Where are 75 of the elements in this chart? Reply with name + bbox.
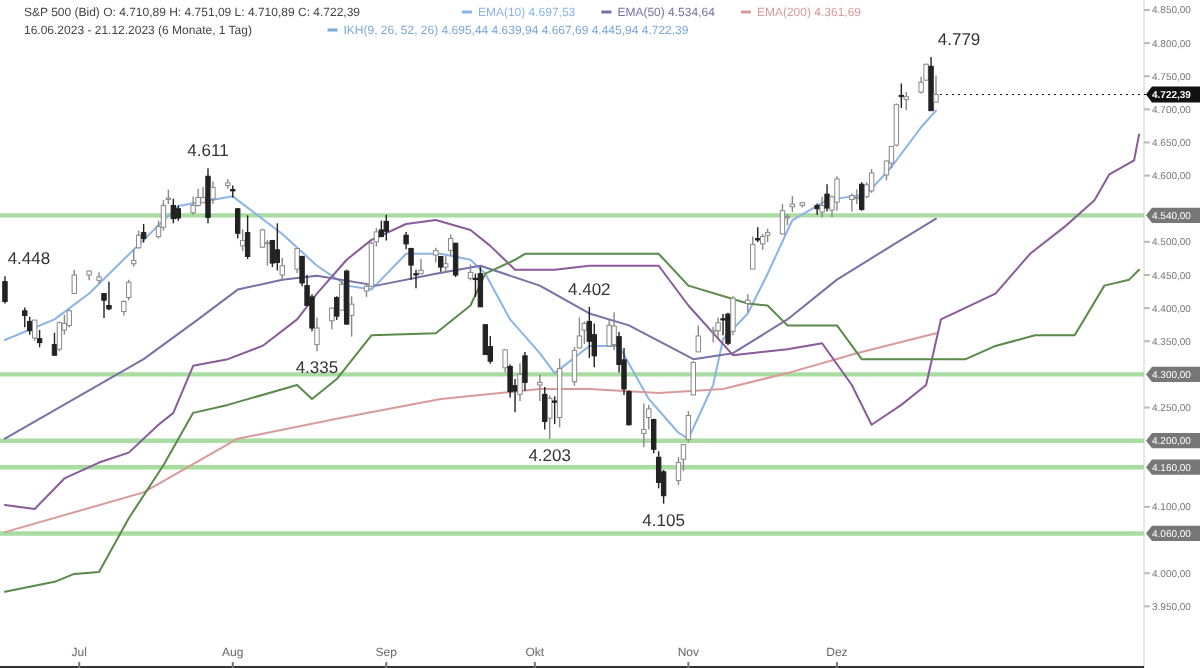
candlestick: [329, 306, 335, 331]
candlestick: [725, 312, 731, 346]
candlestick: [819, 196, 825, 219]
candlestick: [685, 410, 692, 444]
candlestick: [893, 102, 900, 148]
candlestick: [888, 145, 895, 170]
annotation: 4.335: [295, 357, 339, 378]
candlestick: [2, 275, 8, 305]
candlestick: [22, 306, 28, 329]
candlestick: [695, 324, 701, 353]
candlestick: [849, 192, 855, 213]
line-series: [3, 133, 1141, 510]
candlestick: [606, 318, 612, 348]
candlestick: [868, 168, 875, 194]
candlestick: [928, 56, 934, 112]
candlestick: [210, 180, 216, 205]
candlestick: [279, 257, 285, 281]
candlestick: [348, 295, 355, 338]
candlestick: [106, 280, 112, 311]
candlestick: [160, 199, 167, 232]
candlestick: [31, 319, 38, 342]
candlestick: [824, 183, 830, 213]
candlestick: [71, 269, 77, 295]
candlestick: [239, 228, 246, 252]
candlestick: [542, 386, 548, 431]
candlestick: [235, 207, 241, 240]
annotation: 4.779: [937, 28, 981, 49]
candlestick: [745, 293, 751, 313]
candlestick: [537, 373, 543, 402]
candlestick: [750, 235, 756, 270]
candlestick: [452, 242, 459, 278]
candlestick: [641, 402, 647, 449]
annotation: 4.611: [187, 140, 230, 161]
candlestick: [140, 223, 147, 244]
candlestick: [334, 295, 340, 321]
candlestick: [56, 320, 63, 352]
candlestick: [730, 295, 736, 337]
candlestick: [551, 395, 558, 425]
candlestick: [715, 316, 721, 339]
candlestick: [502, 348, 508, 374]
candlestick: [720, 313, 726, 337]
candlestick: [611, 311, 617, 351]
candlestick: [477, 266, 484, 308]
candlestick: [51, 331, 58, 357]
candlestick: [933, 74, 939, 103]
candlestick: [834, 175, 840, 212]
candlestick: [274, 222, 281, 272]
candlestick: [814, 202, 820, 216]
candlestick: [314, 316, 320, 352]
candlestick: [690, 360, 697, 396]
line-series: [3, 332, 937, 534]
annotation: 4.105: [642, 509, 686, 530]
candlestick: [482, 323, 489, 356]
candlestick: [294, 247, 300, 274]
candlestick: [339, 278, 345, 311]
candlestick: [586, 306, 593, 359]
annotation: 4.448: [7, 248, 51, 269]
candlestick: [779, 203, 786, 236]
candlestick: [447, 233, 454, 257]
line-series: [3, 252, 1141, 593]
candlestick: [200, 186, 206, 204]
candlestick: [383, 214, 389, 242]
candlestick: [205, 167, 211, 225]
candlestick: [517, 362, 523, 402]
candlestick: [413, 269, 419, 289]
line-series: [3, 217, 937, 440]
candlestick: [651, 418, 657, 454]
annotation: 4.402: [568, 278, 612, 299]
candlestick: [418, 258, 424, 276]
candlestick: [547, 394, 553, 440]
candlestick: [859, 181, 865, 212]
candlestick: [244, 214, 251, 260]
candlestick: [309, 293, 315, 333]
annotation: 4.203: [528, 444, 572, 465]
candlestick: [522, 351, 528, 392]
